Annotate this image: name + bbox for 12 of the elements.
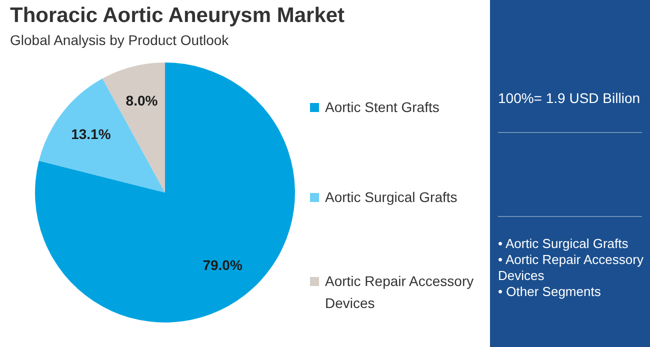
data-label: 79.0% <box>202 257 243 274</box>
legend-label: Aortic Repair Accessory Devices <box>325 272 475 313</box>
legend-label: Aortic Stent Grafts <box>325 98 440 117</box>
text: • Aortic Repair Accessory Devices <box>498 252 644 284</box>
text: • Other Segments <box>498 284 602 300</box>
chart-title: Thoracic Aortic Aneurysm Market <box>10 4 345 28</box>
legend-label: Aortic Surgical Grafts <box>325 188 458 207</box>
data-label: 8.0% <box>126 92 158 109</box>
text: 100%= 1.9 USD Billion <box>498 90 642 106</box>
data-label: 13.1% <box>71 126 112 142</box>
chart-subtitle: Global Analysis by Product Outlook <box>10 32 229 48</box>
text: • Aortic Surgical Grafts <box>498 236 630 252</box>
